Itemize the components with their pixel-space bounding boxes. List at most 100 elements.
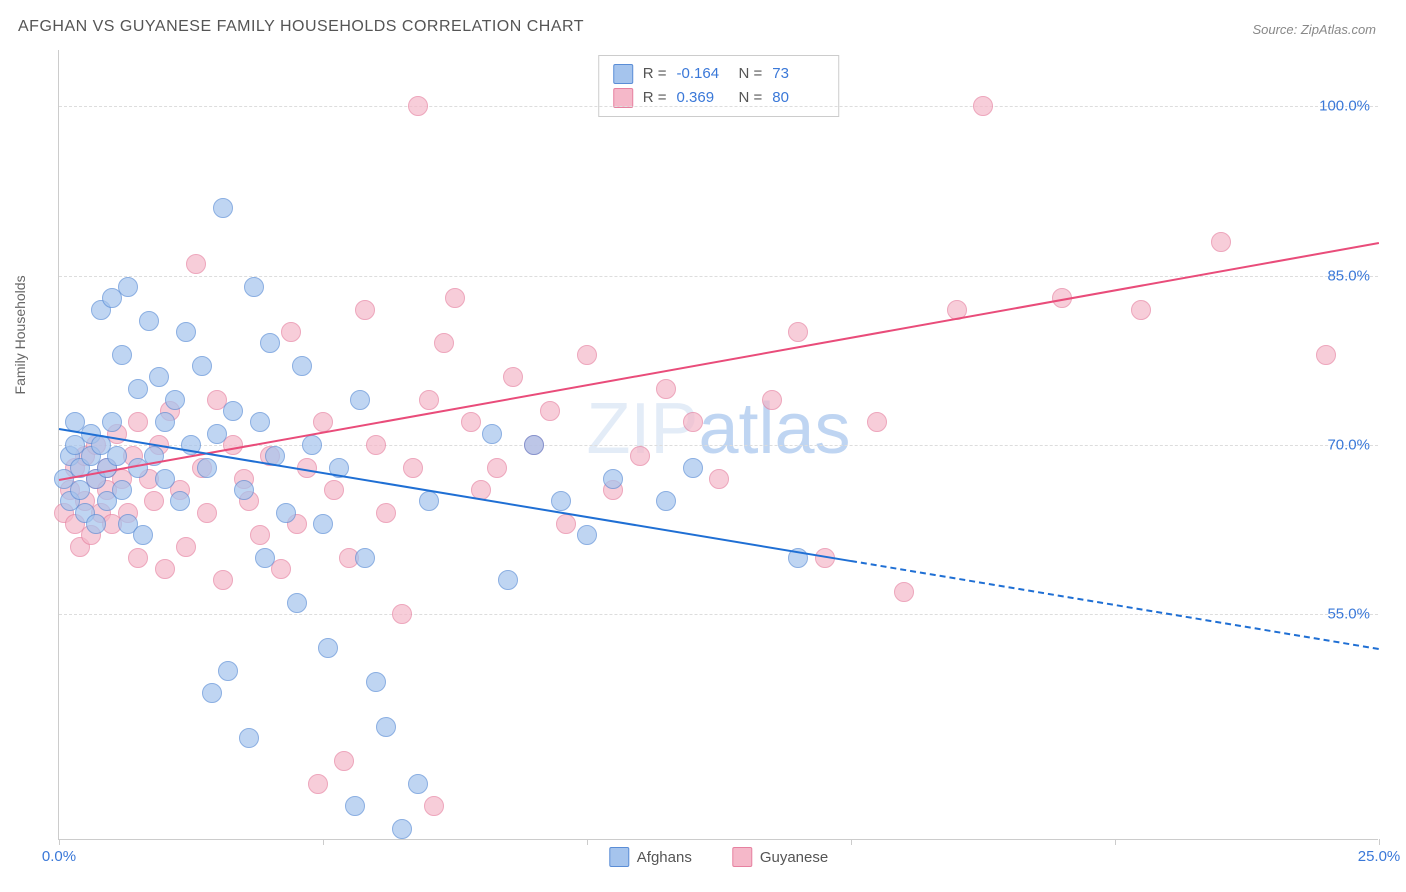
afghan-point [287, 593, 307, 613]
guyanese-point [250, 525, 270, 545]
y-tick-label: 55.0% [1327, 606, 1370, 623]
guyanese-point [434, 333, 454, 353]
x-tick [323, 839, 324, 845]
afghan-point [302, 435, 322, 455]
legend-swatch-afghan [609, 847, 629, 867]
guyanese-point [540, 401, 560, 421]
afghan-point [202, 683, 222, 703]
afghan-point [112, 345, 132, 365]
afghan-point [149, 367, 169, 387]
afghan-point [345, 796, 365, 816]
y-axis-title: Family Households [12, 275, 28, 394]
afghan-point [213, 198, 233, 218]
legend-n-value: 73 [772, 62, 824, 86]
afghan-point [133, 525, 153, 545]
afghan-point [207, 424, 227, 444]
legend-correlation: R =-0.164N =73R =0.369N =80 [598, 55, 840, 117]
afghan-point [419, 491, 439, 511]
y-tick-label: 85.0% [1327, 267, 1370, 284]
afghan-point [313, 514, 333, 534]
afghan-point [218, 661, 238, 681]
afghan-point [192, 356, 212, 376]
guyanese-point [461, 412, 481, 432]
afghan-point [176, 322, 196, 342]
guyanese-point [577, 345, 597, 365]
guyanese-point [128, 412, 148, 432]
afghan-point [102, 412, 122, 432]
gridline-horizontal [59, 106, 1378, 107]
guyanese-point [556, 514, 576, 534]
afghan-point [107, 446, 127, 466]
x-tick [1115, 839, 1116, 845]
afghan-point [318, 638, 338, 658]
guyanese-point [867, 412, 887, 432]
guyanese-point [334, 751, 354, 771]
legend-r-value: -0.164 [677, 62, 729, 86]
afghan-point [350, 390, 370, 410]
guyanese-point [324, 480, 344, 500]
watermark: ZIPatlas [586, 388, 850, 470]
guyanese-point [144, 491, 164, 511]
plot-area: ZIPatlas R =-0.164N =73R =0.369N =80 Afg… [58, 50, 1378, 840]
guyanese-point [656, 379, 676, 399]
afghan-point [355, 548, 375, 568]
legend-swatch-guyanese [613, 88, 633, 108]
afghan-point [155, 412, 175, 432]
afghan-point [255, 548, 275, 568]
y-tick-label: 70.0% [1327, 437, 1370, 454]
guyanese-point [1131, 300, 1151, 320]
chart-source: Source: ZipAtlas.com [1252, 22, 1376, 37]
x-tick [587, 839, 588, 845]
afghan-point [376, 717, 396, 737]
guyanese-point [788, 322, 808, 342]
guyanese-point [894, 582, 914, 602]
legend-row: R =-0.164N =73 [613, 62, 825, 86]
legend-swatch-afghan [613, 64, 633, 84]
afghan-point [244, 277, 264, 297]
afghan-point [118, 277, 138, 297]
legend-series: Afghans Guyanese [609, 847, 828, 867]
guyanese-point [1316, 345, 1336, 365]
afghan-point [165, 390, 185, 410]
guyanese-point [973, 96, 993, 116]
x-tick [851, 839, 852, 845]
guyanese-point [186, 254, 206, 274]
afghan-point [239, 728, 259, 748]
afghan-point [86, 514, 106, 534]
guyanese-point [424, 796, 444, 816]
guyanese-point [176, 537, 196, 557]
guyanese-point [487, 458, 507, 478]
guyanese-point [213, 570, 233, 590]
guyanese-point [197, 503, 217, 523]
guyanese-point [683, 412, 703, 432]
guyanese-point [281, 322, 301, 342]
afghan-point [683, 458, 703, 478]
guyanese-point [419, 390, 439, 410]
afghan-point [112, 480, 132, 500]
guyanese-point [408, 96, 428, 116]
x-tick-label: 25.0% [1358, 848, 1401, 865]
afghan-point [155, 469, 175, 489]
afghan-point [551, 491, 571, 511]
guyanese-point [445, 288, 465, 308]
guyanese-point [762, 390, 782, 410]
afghan-point [577, 525, 597, 545]
afghan-point [276, 503, 296, 523]
legend-r-label: R = [643, 62, 667, 86]
x-tick [59, 839, 60, 845]
legend-swatch-guyanese [732, 847, 752, 867]
afghan-point [139, 311, 159, 331]
legend-label: Afghans [637, 849, 692, 866]
afghan-point [366, 672, 386, 692]
afghan-point [250, 412, 270, 432]
legend-item-guyanese: Guyanese [732, 847, 828, 867]
guyanese-point [355, 300, 375, 320]
guyanese-point [308, 774, 328, 794]
guyanese-point [503, 367, 523, 387]
legend-label: Guyanese [760, 849, 828, 866]
afghan-point [656, 491, 676, 511]
afghan-point [392, 819, 412, 839]
afghan-regression-line [851, 560, 1379, 650]
afghan-point [498, 570, 518, 590]
guyanese-point [392, 604, 412, 624]
